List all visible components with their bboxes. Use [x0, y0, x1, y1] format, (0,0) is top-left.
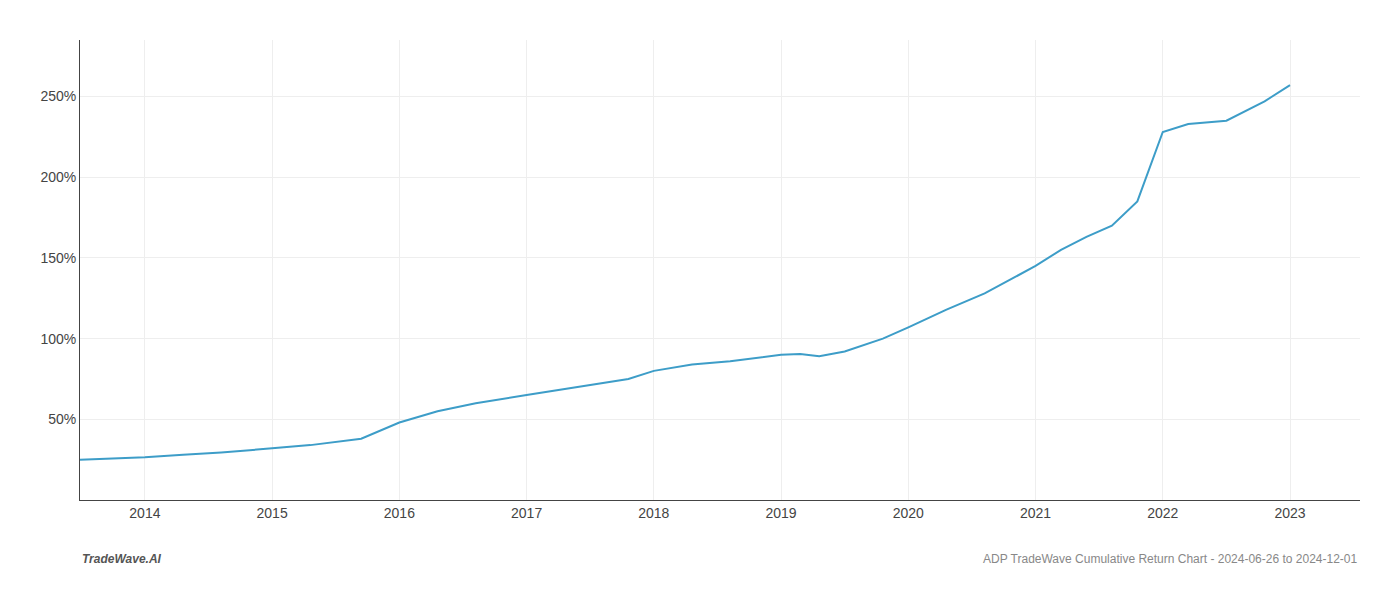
svg-text:50%: 50%	[48, 411, 76, 427]
svg-text:2017: 2017	[511, 505, 542, 521]
svg-text:ADP TradeWave Cumulative Retur: ADP TradeWave Cumulative Return Chart - …	[983, 552, 1358, 566]
svg-text:TradeWave.AI: TradeWave.AI	[82, 552, 162, 566]
svg-text:100%: 100%	[40, 331, 76, 347]
svg-text:2019: 2019	[765, 505, 796, 521]
svg-text:200%: 200%	[40, 169, 76, 185]
svg-text:2020: 2020	[893, 505, 924, 521]
svg-text:2021: 2021	[1020, 505, 1051, 521]
svg-text:250%: 250%	[40, 88, 76, 104]
svg-text:2018: 2018	[638, 505, 669, 521]
svg-text:2014: 2014	[129, 505, 160, 521]
svg-text:2022: 2022	[1147, 505, 1178, 521]
svg-text:2015: 2015	[257, 505, 288, 521]
svg-text:2023: 2023	[1274, 505, 1305, 521]
svg-text:150%: 150%	[40, 250, 76, 266]
svg-text:2016: 2016	[384, 505, 415, 521]
